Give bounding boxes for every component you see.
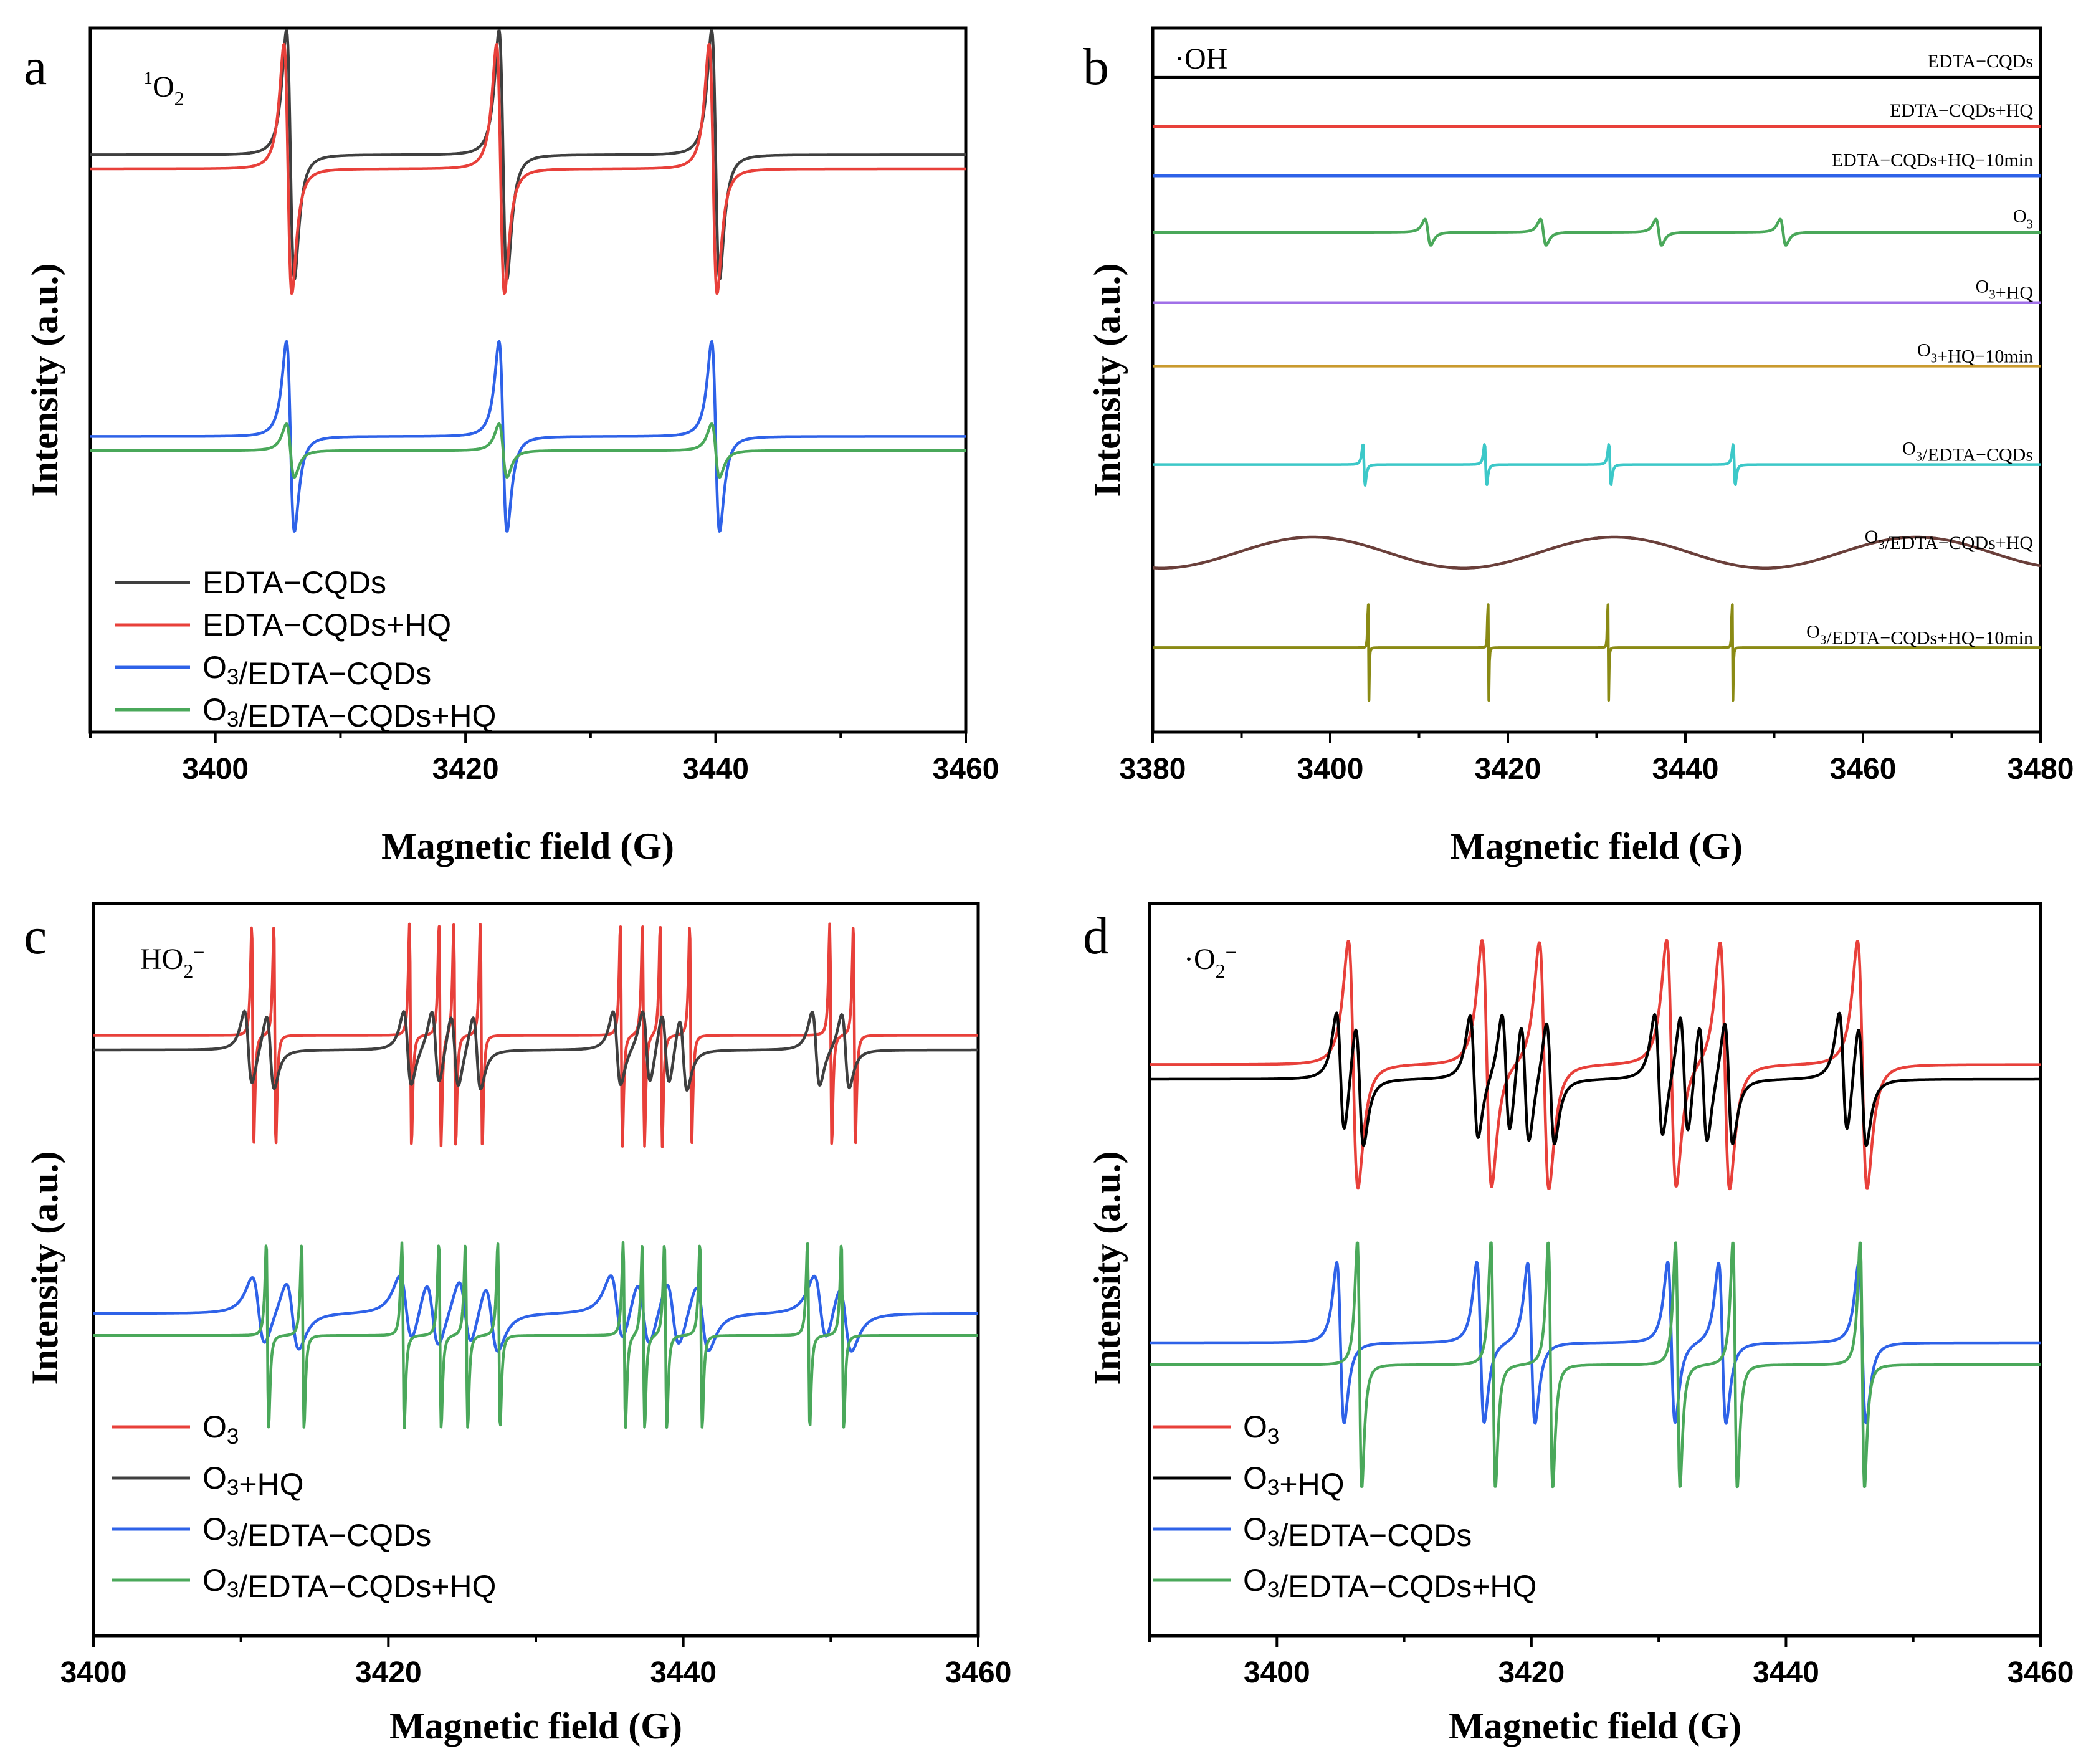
series-line-a-1 <box>89 42 967 295</box>
species-label-d: ·O2− <box>1184 941 1237 982</box>
x-tick-label: 3420 <box>1475 753 1541 786</box>
trace-label: O3 <box>2013 206 2033 232</box>
panel-letter-a: a <box>24 38 47 96</box>
y-axis-title-d: Intensity (a.u.) <box>1087 1151 1128 1385</box>
legend-d: O3 O3+HQ O3/EDTA−CQDs O3/EDTA−CQDs+HQ <box>1153 1409 1536 1604</box>
plot-frame-a <box>88 26 968 734</box>
x-tick-label: 3420 <box>432 753 499 786</box>
x-axis-title-a: Magnetic field (G) <box>381 826 674 867</box>
x-tick-label: 3440 <box>682 753 749 786</box>
traces-d <box>1148 938 2042 1489</box>
legend-label: O3/EDTA−CQDs <box>1243 1512 1472 1553</box>
y-axis-title-c: Intensity (a.u.) <box>24 1151 65 1385</box>
panel-a: a 1O2 3400 3420 3440 3460 EDTA−CQDsEDTA−CQD… <box>24 26 999 867</box>
series-line-d-3 <box>1148 1241 2042 1489</box>
trace-label: O3/EDTA−CQDs+HQ <box>1865 527 2034 553</box>
panel-b: b ·OH 3380 3400 3420 3440 3460 3480 EDTA−CQDs… <box>1083 26 2074 867</box>
plot-frame-d <box>1148 902 2042 1638</box>
species-label-c: HO2− <box>140 941 204 982</box>
legend-label: O3+HQ <box>1243 1461 1345 1502</box>
x-tick-label: 3380 <box>1120 753 1186 786</box>
x-tick-label: 3440 <box>1753 1656 1819 1689</box>
x-axis-title-d: Magnetic field (G) <box>1449 1705 1741 1747</box>
series-line-d-2 <box>1148 1261 2042 1425</box>
legend-label: O3/EDTA−CQDs+HQ <box>1243 1563 1536 1604</box>
x-tick-label: 3420 <box>355 1656 422 1689</box>
x-ticks-b: 3380 3400 3420 3440 3460 3480 <box>1120 732 2074 786</box>
x-tick-label: 3400 <box>1297 753 1364 786</box>
plot-frame-b <box>1151 26 2042 734</box>
x-ticks-a: 3400 3420 3440 3460 <box>89 732 999 786</box>
x-tick-label: 3400 <box>182 753 249 786</box>
legend-label: O3/EDTA−CQDs+HQ <box>202 1563 496 1604</box>
x-axis-title-b: Magnetic field (G) <box>1450 826 1743 867</box>
series-line-c-0 <box>92 922 979 1148</box>
panel-c: c HO2− 3400 3420 3440 3460 O3 O3+HQ O3/EDTA−C… <box>24 902 1012 1747</box>
legend-c: O3 O3+HQ O3/EDTA−CQDs O3/EDTA−CQDs+HQ <box>112 1409 496 1604</box>
x-tick-label: 3440 <box>1652 753 1719 786</box>
legend-label: O3 <box>202 1409 239 1449</box>
legend-label: O3/EDTA−CQDs <box>202 650 431 691</box>
x-tick-label: 3460 <box>2008 1656 2074 1689</box>
legend-label: O3/EDTA−CQDs+HQ <box>202 692 496 733</box>
series-line-c-1 <box>92 1009 979 1092</box>
traces-a <box>89 29 967 533</box>
series-line-b-7 <box>1151 535 2042 570</box>
x-tick-label: 3400 <box>60 1656 127 1689</box>
legend-label: O3/EDTA−CQDs <box>202 1512 431 1553</box>
trace-labels-b: EDTA−CQDs EDTA−CQDs+HQ EDTA−CQDs+HQ−10min O… <box>1806 51 2033 648</box>
trace-label: EDTA−CQDs <box>1927 51 2033 72</box>
legend-label: O3 <box>1243 1409 1279 1449</box>
trace-label: O3/EDTA−CQDs+HQ−10min <box>1806 621 2033 648</box>
x-tick-label: 3480 <box>2008 753 2074 786</box>
panel-d: d ·O2− 3400 3420 3440 3460 O3 O3+HQ O3/EDTA−C… <box>1083 902 2074 1747</box>
species-label-a: 1O2 <box>143 68 184 110</box>
x-tick-label: 3460 <box>933 753 999 786</box>
trace-label: EDTA−CQDs+HQ−10min <box>1832 150 2033 170</box>
series-line-a-0 <box>89 29 967 281</box>
traces-c <box>92 922 979 1429</box>
series-line-a-2 <box>89 340 967 533</box>
trace-label: O3+HQ <box>1976 277 2034 303</box>
series-line-d-1 <box>1148 1011 2042 1147</box>
series-line-b-6 <box>1151 443 2042 487</box>
x-tick-label: 3420 <box>1498 1656 1565 1689</box>
series-line-b-8 <box>1151 603 2042 702</box>
x-tick-label: 3460 <box>1830 753 1897 786</box>
series-line-a-3 <box>89 422 967 479</box>
x-axis-title-c: Magnetic field (G) <box>389 1705 682 1747</box>
legend-a: EDTA−CQDs EDTA−CQDs+HQ O3/EDTA−CQDsO3/EDTA… <box>115 565 496 733</box>
panel-letter-b: b <box>1083 38 1109 96</box>
x-tick-label: 3440 <box>650 1656 717 1689</box>
legend-label: EDTA−CQDs+HQ <box>202 608 451 642</box>
x-ticks-c: 3400 3420 3440 3460 <box>60 1636 1012 1689</box>
trace-label: O3/EDTA−CQDs <box>1902 439 2033 465</box>
trace-label: EDTA−CQDs+HQ <box>1890 100 2033 121</box>
y-axis-title-a: Intensity (a.u.) <box>24 263 65 497</box>
trace-label: O3+HQ−10min <box>1917 340 2033 366</box>
x-tick-label: 3400 <box>1244 1656 1310 1689</box>
species-label-b: ·OH <box>1174 42 1227 75</box>
y-axis-title-b: Intensity (a.u.) <box>1087 263 1128 497</box>
x-tick-label: 3460 <box>945 1656 1012 1689</box>
legend-label: EDTA−CQDs <box>202 565 386 600</box>
panel-letter-d: d <box>1083 907 1109 965</box>
legend-label: O3+HQ <box>202 1461 304 1502</box>
x-ticks-d: 3400 3420 3440 3460 <box>1148 1636 2074 1689</box>
series-line-b-3 <box>1151 217 2042 247</box>
series-line-d-0 <box>1148 938 2042 1191</box>
panel-letter-c: c <box>24 907 47 965</box>
traces-b <box>1151 75 2042 702</box>
series-line-c-3 <box>92 1241 979 1429</box>
series-line-c-2 <box>92 1274 979 1353</box>
